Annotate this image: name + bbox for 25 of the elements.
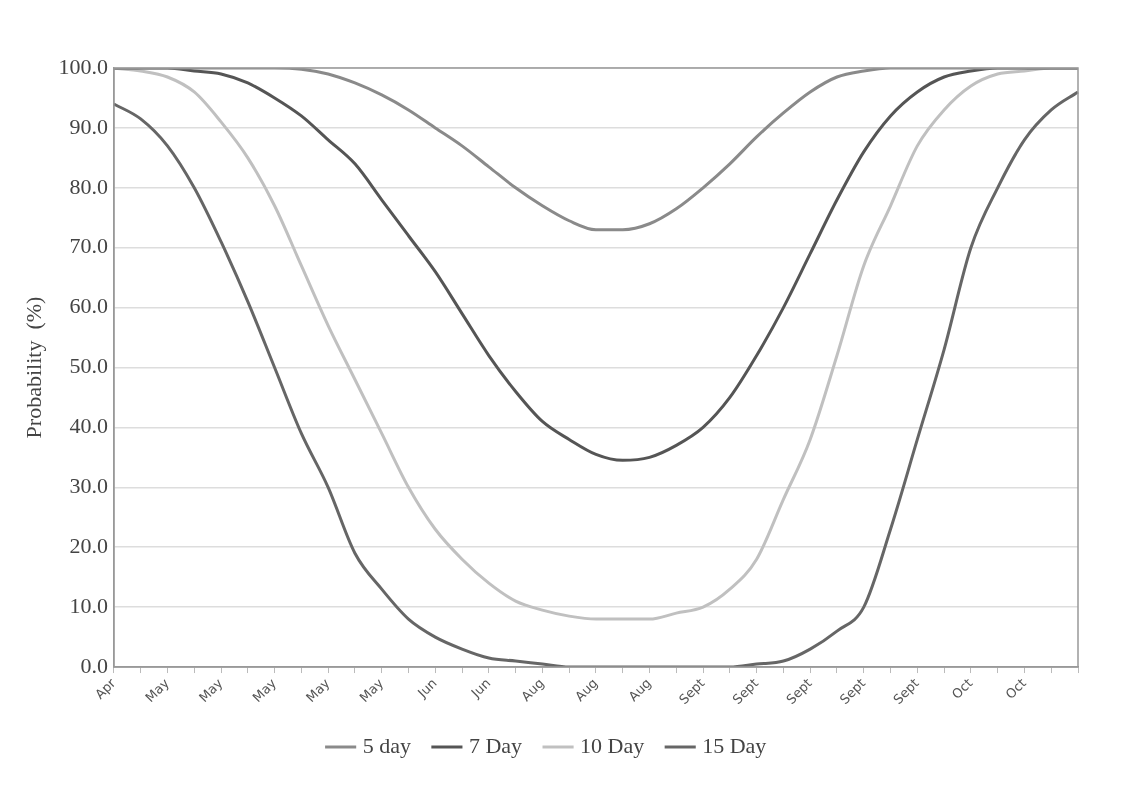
- y-tick-label: 100.0: [58, 53, 108, 79]
- y-axis-title: Probability (%): [20, 296, 46, 439]
- x-tick-label: Jun: [467, 675, 494, 702]
- x-tick-label: Oct: [1002, 675, 1029, 702]
- y-tick-label: 0.0: [80, 652, 108, 678]
- y-tick-label: 40.0: [69, 413, 108, 439]
- line-series: [112, 68, 1080, 232]
- x-tick-label: Aug: [625, 675, 655, 705]
- y-tick-label: 50.0: [69, 353, 108, 379]
- x-tick-label: Aug: [571, 675, 601, 705]
- y-tick-label: 70.0: [69, 233, 108, 259]
- x-tick-label: Apr: [91, 675, 119, 702]
- x-tick-label: Aug: [518, 675, 547, 705]
- legend-label: 15 Day: [702, 732, 767, 758]
- y-tick-label: 30.0: [69, 473, 108, 499]
- legend-label: 10 Day: [580, 732, 645, 758]
- y-tick-label: 60.0: [69, 293, 108, 319]
- x-tick-label: Oct: [948, 675, 976, 702]
- legend-label: 7 Day: [468, 732, 523, 758]
- y-tick-label: 80.0: [69, 173, 108, 199]
- y-tick-label: 20.0: [69, 533, 108, 559]
- x-tick-label: Jun: [414, 675, 440, 702]
- y-tick-label: 90.0: [69, 113, 108, 139]
- legend-label: 5 day: [362, 732, 411, 758]
- y-tick-label: 10.0: [69, 592, 108, 618]
